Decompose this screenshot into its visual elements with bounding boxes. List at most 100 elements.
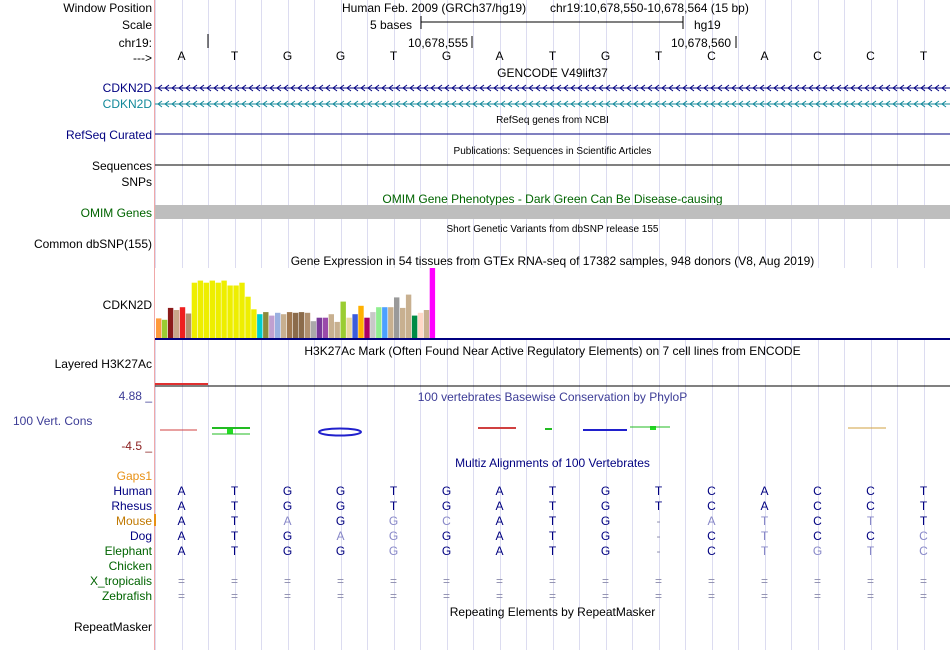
species-label-human[interactable]: Human — [113, 484, 152, 498]
gtex-bar-39[interactable] — [388, 307, 394, 338]
gtex-bar-46[interactable] — [429, 268, 436, 338]
gtex-bar-6[interactable] — [191, 282, 198, 338]
phylop-min-label: -4.5 _ — [121, 439, 152, 453]
gtex-bar-24[interactable] — [298, 312, 305, 338]
gtex-bar-7[interactable] — [197, 280, 204, 338]
gtex-bar-14[interactable] — [239, 282, 245, 338]
species-label-chicken[interactable]: Chicken — [108, 559, 152, 573]
aligned-base: = — [654, 574, 662, 588]
gtex-bar-1[interactable] — [161, 319, 168, 338]
assembly-name[interactable]: Human Feb. 2009 (GRCh37/hg19) — [342, 1, 527, 15]
gtex-bar-34[interactable] — [358, 305, 364, 338]
gtex-bar-3[interactable] — [173, 310, 180, 338]
gtex-bar-44[interactable] — [417, 312, 424, 338]
gtex-bar-23[interactable] — [292, 312, 299, 338]
gtex-bar-42[interactable] — [405, 294, 412, 338]
species-label-zebrafish[interactable]: Zebrafish — [101, 589, 152, 603]
gtex-bar-20[interactable] — [275, 312, 281, 338]
gtex-bar-25[interactable] — [304, 312, 311, 338]
aligned-base: G — [388, 514, 399, 528]
sequences-label[interactable]: Sequences — [91, 159, 152, 173]
gtex-label[interactable]: CDKN2D — [102, 298, 152, 312]
base-12: C — [813, 49, 822, 63]
aligned-base: T — [760, 514, 769, 528]
gtex-bar-27[interactable] — [316, 317, 322, 338]
gtex-bar-36[interactable] — [370, 312, 376, 338]
gtex-bar-37[interactable] — [376, 307, 382, 338]
dbsnp-label[interactable]: Common dbSNP(155) — [33, 237, 152, 251]
gencode-gene-label-2[interactable]: CDKN2D — [102, 97, 152, 111]
refseq-label[interactable]: RefSeq Curated — [65, 128, 152, 142]
base-13: C — [866, 49, 875, 63]
gtex-bar-32[interactable] — [346, 317, 352, 338]
gtex-bar-4[interactable] — [179, 307, 186, 338]
omim-label[interactable]: OMIM Genes — [80, 206, 152, 220]
species-label-mouse[interactable]: Mouse — [115, 514, 152, 528]
gtex-bar-15[interactable] — [245, 296, 251, 338]
position-readout[interactable]: chr19:10,678,550-10,678,564 (15 bp) — [550, 1, 749, 15]
coord-label-1: 10,678,555 — [408, 36, 469, 50]
gtex-bars[interactable] — [156, 268, 436, 339]
gtex-bar-26[interactable] — [310, 321, 317, 338]
gtex-bar-2[interactable] — [167, 307, 174, 338]
gtex-bar-45[interactable] — [423, 310, 430, 338]
gtex-bar-19[interactable] — [269, 315, 275, 338]
aligned-base: = — [336, 574, 344, 588]
species-label-rhesus[interactable]: Rhesus — [111, 499, 152, 513]
gtex-bar-8[interactable] — [203, 282, 209, 338]
gtex-bar-12[interactable] — [227, 285, 233, 339]
phylop-label[interactable]: 100 Vert. Cons — [13, 414, 93, 428]
snps-label[interactable]: SNPs — [121, 175, 152, 189]
gtex-bar-35[interactable] — [364, 317, 370, 338]
species-label-x_tropicalis[interactable]: X_tropicalis — [89, 574, 152, 588]
repeatmasker-label[interactable]: RepeatMasker — [73, 620, 152, 634]
aligned-base: G — [600, 499, 611, 513]
aligned-base: T — [389, 484, 398, 498]
species-label-dog[interactable]: Dog — [129, 529, 152, 543]
gtex-bar-17[interactable] — [257, 314, 263, 338]
gtex-bar-11[interactable] — [221, 280, 227, 338]
aligned-base: T — [230, 544, 239, 558]
aligned-base: - — [656, 529, 661, 543]
gtex-bar-29[interactable] — [328, 314, 334, 338]
gtex-bar-10[interactable] — [215, 282, 221, 338]
aligned-base: T — [654, 484, 663, 498]
species-label-elephant[interactable]: Elephant — [104, 544, 152, 558]
gtex-bar-18[interactable] — [263, 312, 269, 338]
aligned-base: T — [230, 499, 239, 513]
gtex-bar-16[interactable] — [251, 309, 257, 338]
gtex-bar-33[interactable] — [352, 314, 358, 338]
gtex-bar-43[interactable] — [411, 315, 418, 338]
base-2: G — [282, 49, 293, 63]
gtex-bar-13[interactable] — [233, 285, 239, 339]
gtex-bar-21[interactable] — [280, 314, 287, 338]
aligned-base: C — [707, 529, 716, 543]
gtex-bar-41[interactable] — [400, 307, 406, 338]
gaps-label[interactable]: Gaps1 — [116, 469, 152, 483]
gtex-bar-5[interactable] — [185, 313, 192, 339]
gtex-bar-28[interactable] — [322, 317, 328, 338]
aligned-base: - — [656, 514, 661, 528]
gtex-bar-30[interactable] — [334, 321, 340, 338]
aligned-base: G — [282, 484, 293, 498]
aligned-base: C — [866, 529, 875, 543]
gtex-bar-22[interactable] — [286, 312, 293, 338]
gtex-bar-31[interactable] — [340, 301, 346, 338]
gtex-bar-38[interactable] — [382, 307, 388, 338]
base-14: T — [919, 49, 928, 63]
gtex-bar-40[interactable] — [394, 297, 400, 338]
aligned-base: = — [813, 589, 821, 603]
coord-label-2: 10,678,560 — [671, 36, 732, 50]
aligned-base: = — [919, 574, 927, 588]
aligned-base: A — [283, 514, 292, 528]
aligned-base: G — [335, 514, 346, 528]
omim-feature-bar[interactable] — [155, 205, 950, 219]
gtex-bar-9[interactable] — [209, 280, 215, 338]
gtex-bar-0[interactable] — [156, 318, 162, 338]
h3k27ac-label[interactable]: Layered H3K27Ac — [54, 357, 152, 371]
aligned-base: = — [495, 589, 503, 603]
gencode-gene-label-1[interactable]: CDKN2D — [102, 81, 152, 95]
label-divider — [154, 0, 155, 650]
omim-track-title: OMIM Gene Phenotypes - Dark Green Can Be… — [382, 192, 723, 206]
base-0: A — [177, 49, 186, 63]
